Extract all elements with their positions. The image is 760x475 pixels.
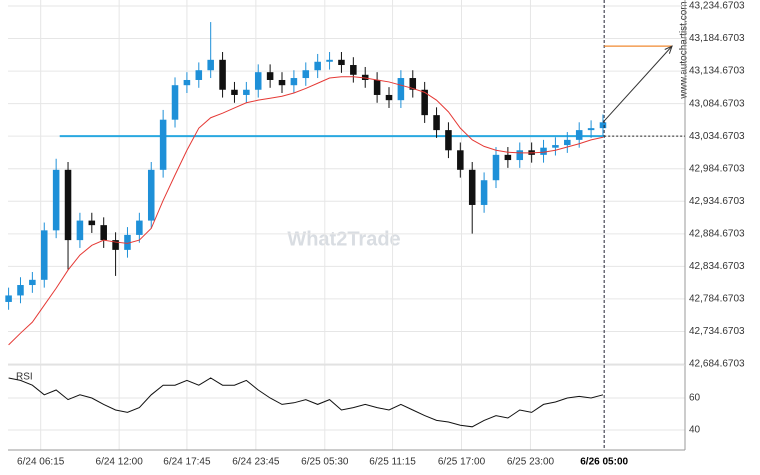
candle-body — [136, 220, 143, 235]
y-tick-label: 42,734.6703 — [689, 326, 745, 337]
y-tick-label: 43,084.6703 — [689, 98, 745, 109]
candle-body — [5, 295, 12, 302]
candle-body — [64, 169, 72, 241]
x-tick-label: 6/25 05:30 — [301, 457, 349, 468]
candle-body — [76, 220, 84, 241]
candle-body — [361, 74, 369, 80]
x-tick-label: 6/24 23:45 — [232, 457, 280, 468]
candle-body — [492, 154, 500, 181]
y-tick-label: 42,934.6703 — [689, 196, 745, 207]
candle-body — [433, 115, 440, 131]
candle-body — [112, 240, 119, 250]
candle-body — [207, 59, 214, 71]
candle-body — [243, 89, 250, 95]
candle-body — [445, 130, 452, 151]
candle-body — [290, 78, 298, 86]
y-tick-label: 43,184.6703 — [689, 33, 745, 44]
candle-body — [480, 180, 488, 205]
candle-body — [52, 169, 60, 231]
candle-body — [254, 72, 262, 90]
x-tick-label: 6/25 11:15 — [369, 457, 416, 468]
candle-body — [314, 61, 321, 71]
indicator-label: RSI — [16, 372, 33, 383]
candle-body — [468, 169, 476, 205]
candle-body — [183, 79, 191, 86]
candle-body — [124, 234, 131, 250]
arrow-head — [664, 45, 673, 54]
candle-body — [231, 89, 238, 95]
candle-body — [457, 150, 464, 170]
x-tick-label: 6/26 05:00 — [580, 457, 628, 468]
candle-body — [195, 70, 203, 80]
candle-body — [373, 79, 381, 95]
candle-body — [421, 89, 428, 116]
candle-body — [587, 128, 595, 131]
candle-body — [385, 94, 393, 101]
y-tick-label: 42,834.6703 — [689, 261, 745, 272]
candle-body — [100, 225, 107, 241]
candle-body — [29, 279, 36, 286]
candle-body — [219, 59, 226, 90]
x-tick-label: 6/25 23:00 — [507, 457, 555, 468]
x-tick-label: 6/24 17:45 — [163, 457, 211, 468]
forecast-arrow — [602, 45, 673, 123]
candle-body — [171, 85, 179, 120]
y-tick-label: 43,234.6703 — [689, 1, 745, 12]
y-tick-label: 42,884.6703 — [689, 228, 745, 239]
source-label: www.autochartist.com — [679, 1, 690, 99]
candle-body — [278, 79, 286, 86]
candle-body — [326, 59, 333, 62]
y-tick-label: 42,784.6703 — [689, 294, 745, 305]
candle-body — [17, 285, 24, 296]
candle-body — [350, 65, 357, 75]
rsi-tick-label: 40 — [689, 425, 701, 436]
rsi-tick-label: 60 — [689, 393, 701, 404]
x-tick-label: 6/24 12:00 — [96, 457, 144, 468]
y-tick-label: 43,034.6703 — [689, 131, 745, 142]
candle-body — [516, 150, 524, 161]
x-tick-label: 6/25 17:00 — [438, 457, 486, 468]
watermark: What2Trade — [287, 228, 400, 250]
candle-body — [575, 130, 583, 140]
candle-body — [40, 230, 48, 280]
candle-body — [302, 70, 310, 79]
y-tick-label: 43,134.6703 — [689, 66, 745, 77]
y-tick-label: 42,684.6703 — [689, 359, 745, 370]
rsi-line — [8, 377, 604, 428]
candle-body — [266, 72, 274, 80]
candle-body — [397, 78, 405, 101]
y-tick-label: 42,984.6703 — [689, 163, 745, 174]
x-tick-label: 6/24 06:15 — [17, 457, 65, 468]
moving-average — [8, 76, 604, 346]
candle-body — [338, 59, 345, 66]
candle-body — [540, 147, 547, 155]
candle-body — [409, 78, 417, 90]
candle-body — [159, 119, 167, 170]
candle-body — [564, 139, 571, 146]
candle-body — [599, 122, 607, 129]
candle-body — [504, 154, 512, 161]
candle-body — [88, 220, 96, 226]
candle-body — [147, 169, 155, 221]
candle-body — [552, 145, 559, 148]
